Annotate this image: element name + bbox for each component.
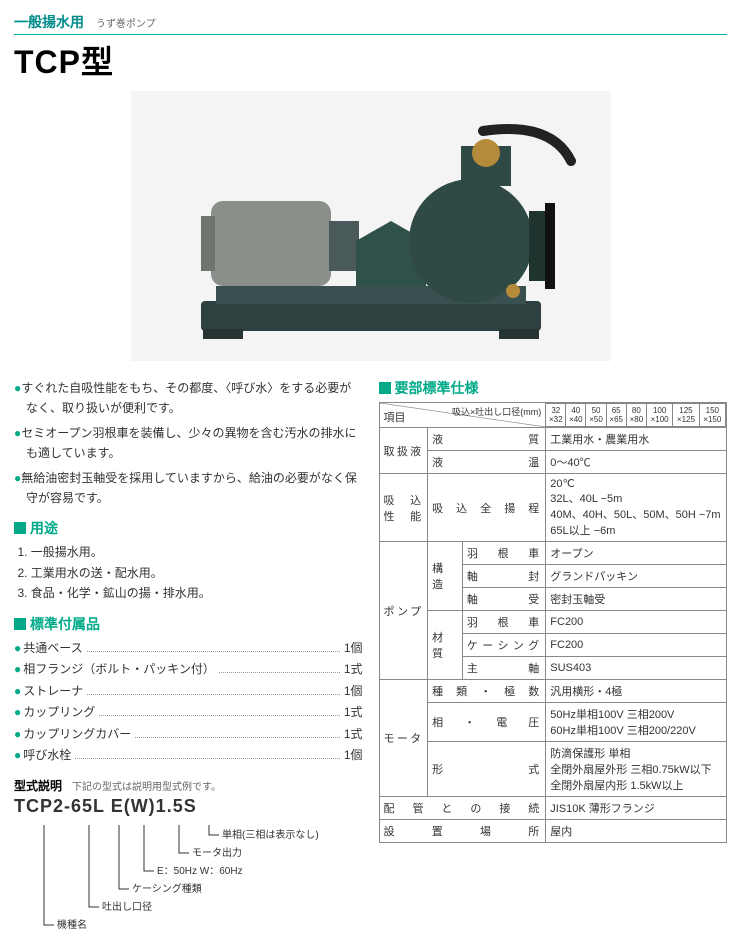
accessory-item: ●呼び水栓1個 bbox=[14, 745, 363, 767]
uses-list: 一般揚水用。 工業用水の送・配水用。 食品・化学・鉱山の揚・排水用。 bbox=[14, 542, 363, 603]
accessories-heading: 標準付属品 bbox=[14, 614, 363, 634]
model-code: TCP2-65L E(W)1.5S bbox=[14, 796, 363, 817]
use-item: 食品・化学・鉱山の揚・排水用。 bbox=[31, 583, 363, 603]
svg-text:ケーシング種類: ケーシング種類 bbox=[132, 882, 202, 895]
spec-heading: 要部標準仕様 bbox=[379, 378, 728, 398]
product-photo bbox=[14, 91, 727, 364]
feature-item: ●すぐれた自吸性能をもち、その都度、〈呼び水〉をする必要がなく、取り扱いが便利で… bbox=[14, 378, 363, 419]
use-item: 一般揚水用。 bbox=[31, 542, 363, 562]
feature-item: ●セミオープン羽根車を装備し、少々の異物を含む汚水の排水にも適しています。 bbox=[14, 423, 363, 464]
svg-text:機種名: 機種名 bbox=[57, 918, 87, 931]
accessories-list: ●共通ベース1個●相フランジ（ボルト・パッキン付）1式●ストレーナ1個●カップリ… bbox=[14, 638, 363, 768]
uses-heading: 用途 bbox=[14, 518, 363, 538]
header-category: 一般揚水用 うず巻ポンプ bbox=[14, 12, 727, 35]
page-title: TCP型 bbox=[14, 37, 727, 83]
svg-text:モータ出力: モータ出力 bbox=[192, 846, 242, 859]
svg-text:E：50Hz W：60Hz: E：50Hz W：60Hz bbox=[157, 866, 243, 877]
category-text: 一般揚水用 bbox=[14, 14, 84, 30]
accessory-item: ●共通ベース1個 bbox=[14, 638, 363, 660]
svg-text:単相(三相は表示なし): 単相(三相は表示なし) bbox=[222, 828, 319, 841]
pump-illustration bbox=[131, 91, 611, 361]
model-heading: 型式説明 下記の型式は説明用型式例です。 bbox=[14, 777, 363, 794]
model-legend-diagram: 単相(三相は表示なし) モータ出力 E：50Hz W：60Hz ケーシング種類 … bbox=[14, 817, 334, 937]
accessory-item: ●カップリングカバー1式 bbox=[14, 724, 363, 746]
spec-table: 項目 吸込×吐出し口径(mm) 32×3240×4050×5065×6580×8… bbox=[379, 402, 728, 843]
feature-item: ●無給油密封玉軸受を採用していますから、給油の必要がなく保守が容易です。 bbox=[14, 468, 363, 509]
accessory-item: ●カップリング1式 bbox=[14, 702, 363, 724]
svg-text:吐出し口径: 吐出し口径 bbox=[102, 900, 152, 913]
accessory-item: ●ストレーナ1個 bbox=[14, 681, 363, 703]
subcategory-text: うず巻ポンプ bbox=[96, 19, 156, 30]
accessory-item: ●相フランジ（ボルト・パッキン付）1式 bbox=[14, 659, 363, 681]
use-item: 工業用水の送・配水用。 bbox=[31, 563, 363, 583]
features-list: ●すぐれた自吸性能をもち、その都度、〈呼び水〉をする必要がなく、取り扱いが便利で… bbox=[14, 378, 363, 508]
